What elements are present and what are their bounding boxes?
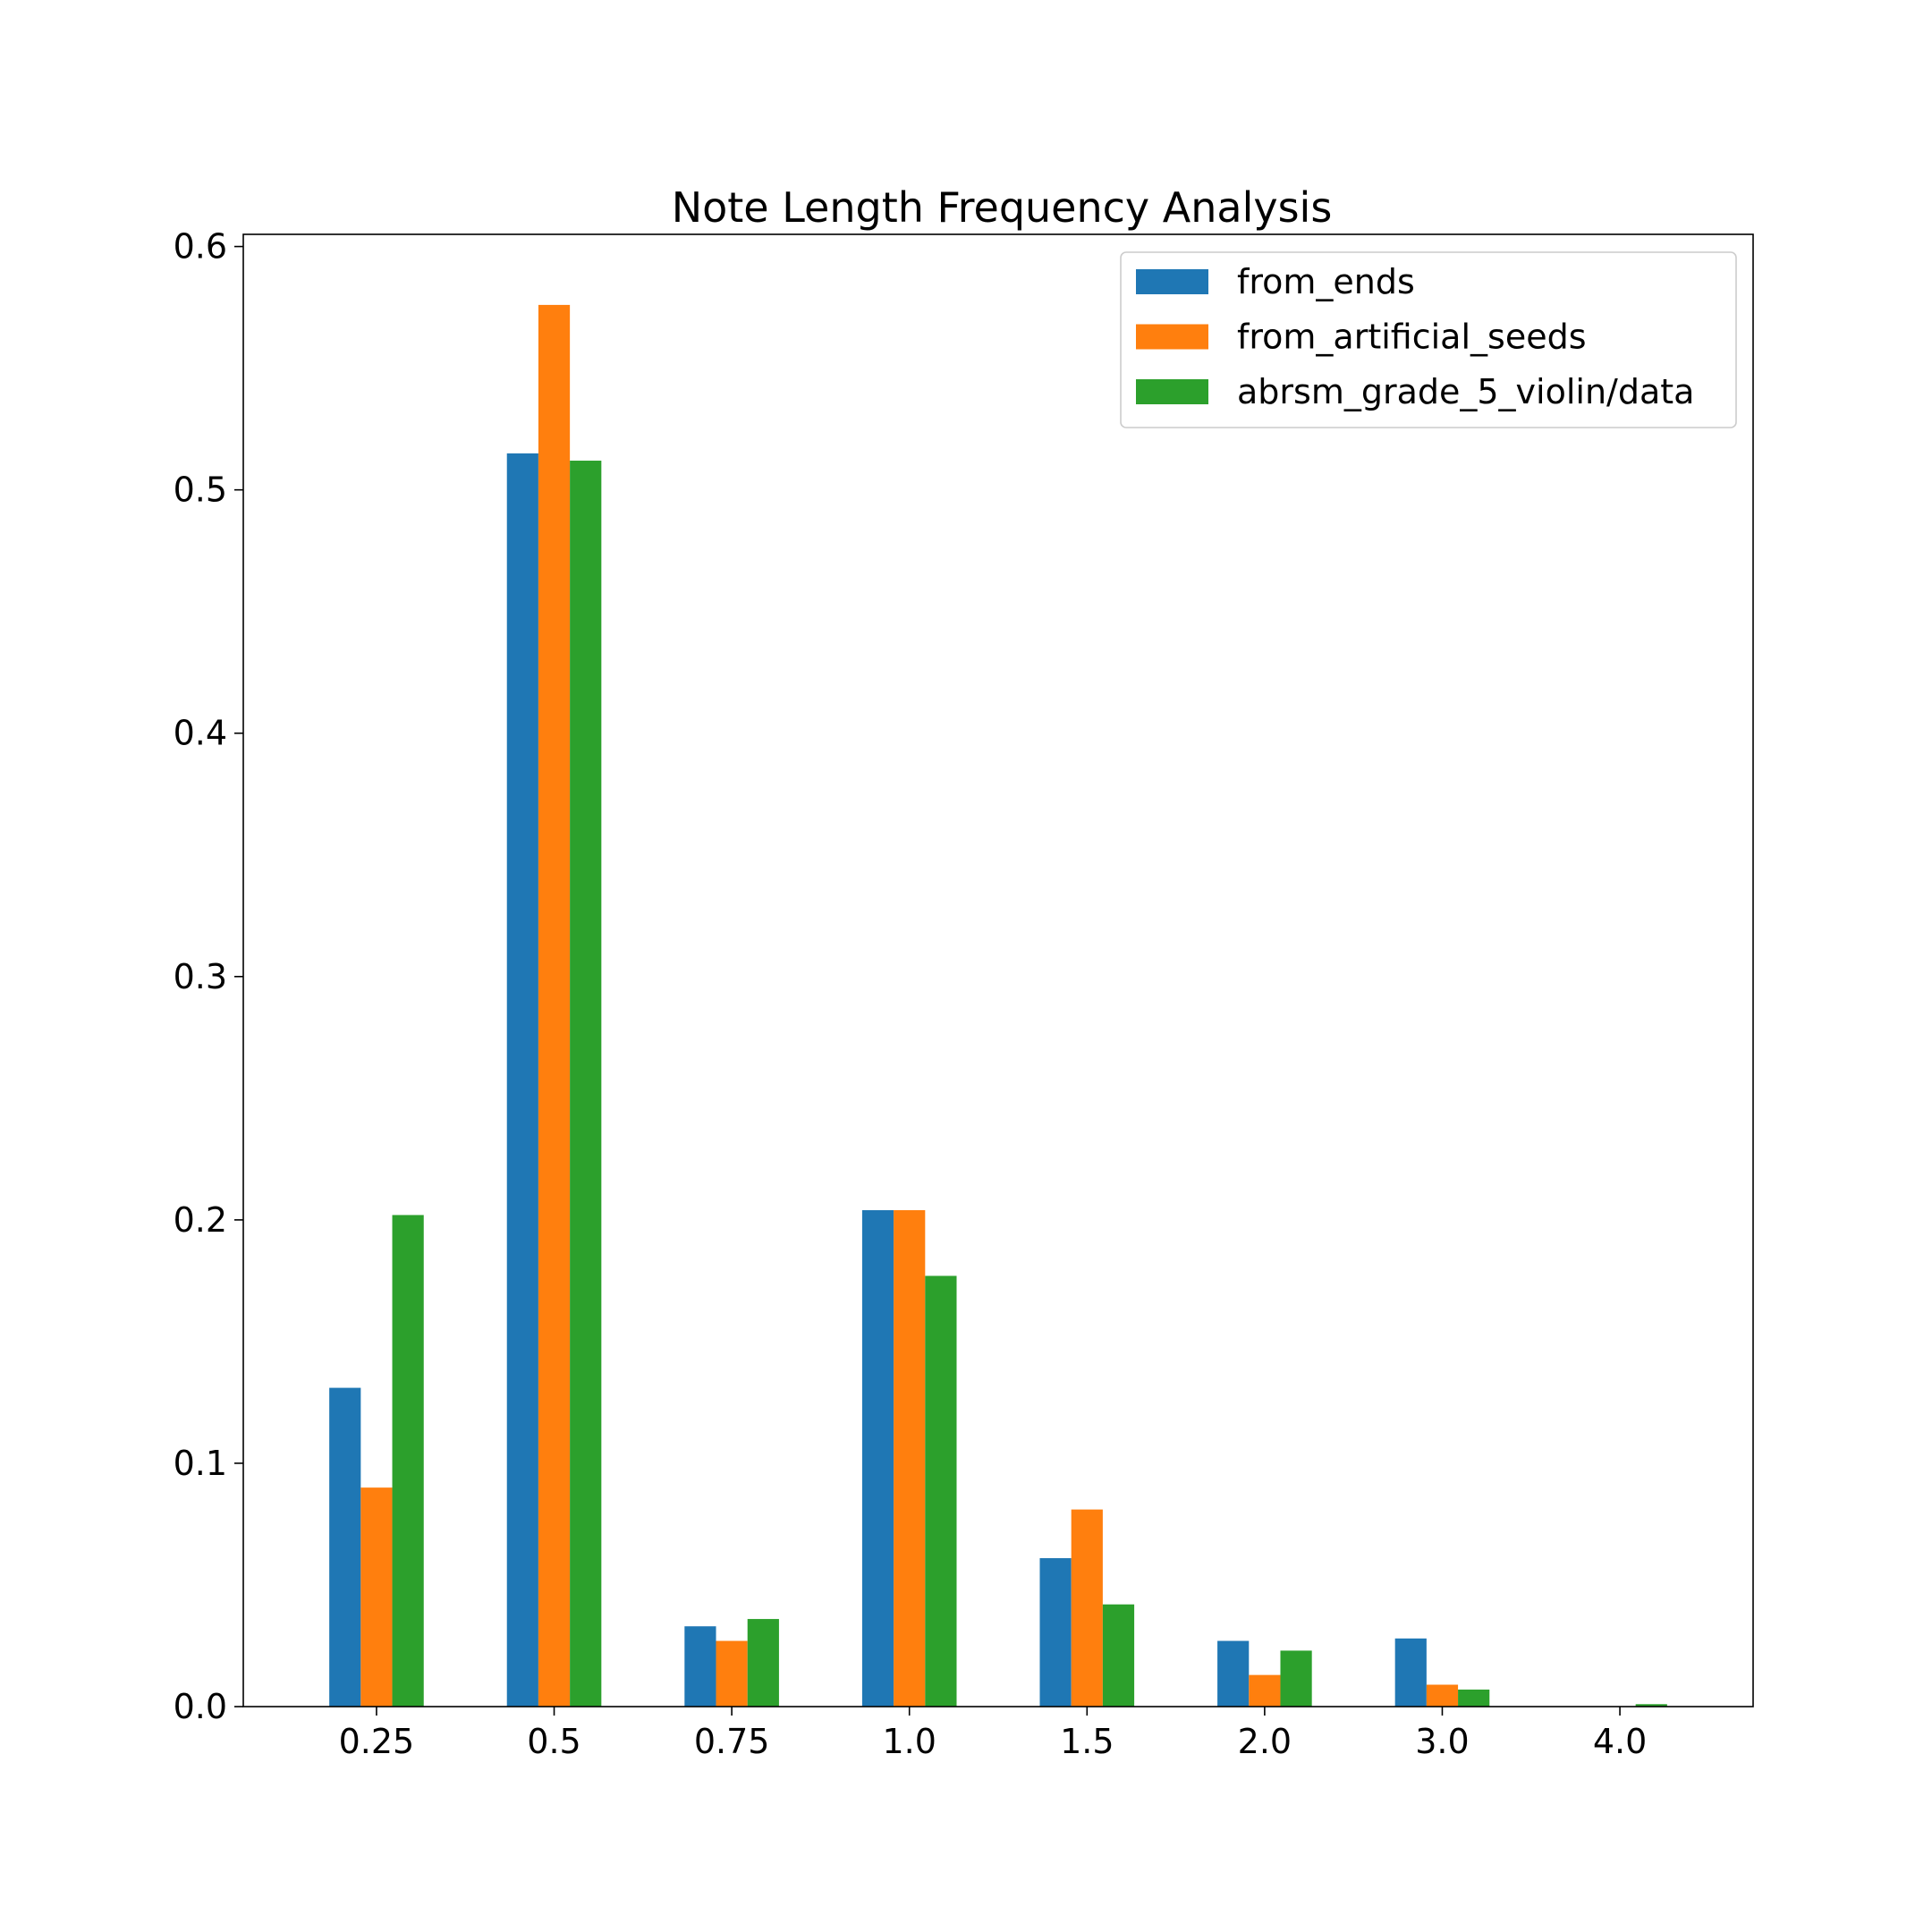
bar-abrsm-grade-5-violin-data-0-25 bbox=[392, 1215, 424, 1707]
x-tick-label: 0.5 bbox=[527, 1722, 580, 1761]
bar-abrsm-grade-5-violin-data-3-0 bbox=[1458, 1689, 1490, 1707]
bar-from-ends-1-5 bbox=[1039, 1558, 1072, 1707]
x-axis: 0.25 0.5 0.75 1.0 1.5 2.0 3.0 4.0 bbox=[339, 1707, 1647, 1761]
bar-from-artificial-seeds-0-75 bbox=[716, 1640, 748, 1707]
y-tick-label: 0.4 bbox=[174, 714, 227, 753]
y-tick-label: 0.2 bbox=[174, 1200, 227, 1240]
bar-from-ends-0-5 bbox=[506, 453, 538, 1707]
y-tick-label: 0.6 bbox=[174, 227, 227, 267]
legend-label: from_ends bbox=[1237, 262, 1415, 301]
x-tick-label: 3.0 bbox=[1415, 1722, 1469, 1761]
x-tick-label: 0.25 bbox=[339, 1722, 415, 1761]
y-tick-label: 0.1 bbox=[174, 1444, 227, 1483]
legend-swatch bbox=[1136, 269, 1208, 294]
bar-from-artificial-seeds-1-0 bbox=[894, 1209, 926, 1707]
legend-swatch bbox=[1136, 379, 1208, 404]
bar-from-ends-0-25 bbox=[329, 1387, 361, 1707]
bar-abrsm-grade-5-violin-data-4-0 bbox=[1635, 1704, 1667, 1707]
bar-abrsm-grade-5-violin-data-2-0 bbox=[1280, 1650, 1312, 1707]
bars-group bbox=[329, 304, 1667, 1707]
legend-label: from_artificial_seeds bbox=[1237, 318, 1587, 357]
legend-box bbox=[1120, 251, 1737, 428]
bar-abrsm-grade-5-violin-data-1-0 bbox=[925, 1275, 957, 1707]
x-tick-label: 1.0 bbox=[882, 1722, 936, 1761]
bar-abrsm-grade-5-violin-data-0-5 bbox=[570, 461, 602, 1707]
x-tick-label: 2.0 bbox=[1238, 1722, 1292, 1761]
bar-from-ends-2-0 bbox=[1217, 1640, 1250, 1707]
legend: from_ends from_artificial_seeds abrsm_grad… bbox=[1120, 251, 1737, 428]
bar-from-ends-1-0 bbox=[861, 1209, 894, 1707]
chart-title: Note Length Frequency Analysis bbox=[672, 183, 1333, 232]
legend-swatch bbox=[1136, 324, 1208, 350]
bar-from-ends-0-75 bbox=[684, 1626, 716, 1707]
x-tick-label: 4.0 bbox=[1593, 1722, 1647, 1761]
plot-frame bbox=[242, 233, 1754, 1707]
legend-label: abrsm_grade_5_violin/data bbox=[1237, 372, 1694, 411]
y-tick-label: 0.3 bbox=[174, 957, 227, 996]
bar-from-artificial-seeds-3-0 bbox=[1426, 1684, 1459, 1707]
bar-abrsm-grade-5-violin-data-0-75 bbox=[747, 1619, 779, 1707]
x-tick-label: 1.5 bbox=[1060, 1722, 1114, 1761]
bar-from-artificial-seeds-2-0 bbox=[1249, 1674, 1281, 1707]
y-tick-label: 0.0 bbox=[174, 1687, 227, 1726]
bar-from-artificial-seeds-0-5 bbox=[538, 304, 571, 1707]
bar-from-ends-3-0 bbox=[1394, 1638, 1427, 1707]
x-tick-label: 0.75 bbox=[694, 1722, 770, 1761]
y-axis: 0.0 0.1 0.2 0.3 0.4 0.5 0.6 bbox=[174, 227, 243, 1726]
bar-from-artificial-seeds-1-5 bbox=[1071, 1509, 1103, 1707]
bar-from-artificial-seeds-0-25 bbox=[360, 1487, 393, 1707]
y-tick-label: 0.5 bbox=[174, 470, 227, 510]
bar-abrsm-grade-5-violin-data-1-5 bbox=[1102, 1604, 1135, 1707]
